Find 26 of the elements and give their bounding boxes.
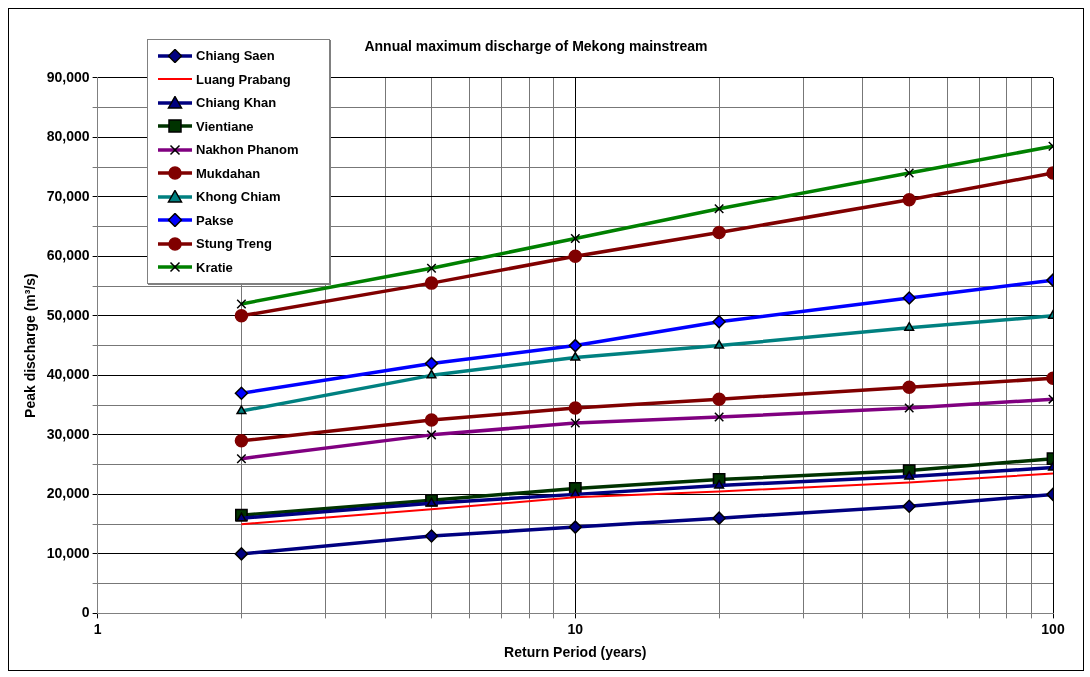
x-tick-label: 100	[1041, 620, 1065, 637]
legend-label: Luang Prabang	[196, 71, 291, 87]
y-tick-label: 10,000	[46, 544, 90, 561]
legend-label: Nakhon Phanom	[196, 142, 299, 158]
x-axis-title: Return Period (years)	[504, 644, 647, 661]
chart-title: Annual maximum discharge of Mekong mainstream	[364, 38, 708, 55]
y-tick-label: 70,000	[46, 187, 90, 204]
y-tick-label: 0	[81, 604, 90, 621]
x-tick-label: 1	[93, 620, 102, 637]
legend-label: Stung Treng	[196, 236, 272, 252]
legend-label: Vientiane	[196, 118, 254, 134]
legend-label: Chiang Saen	[196, 48, 275, 64]
y-tick-label: 40,000	[46, 366, 90, 383]
legend-label: Chiang Khan	[196, 95, 277, 111]
y-tick-label: 90,000	[46, 68, 90, 85]
y-tick-label: 30,000	[46, 425, 90, 442]
y-tick-label: 80,000	[46, 128, 90, 145]
legend-label: Khong Chiam	[196, 189, 281, 205]
y-tick-label: 50,000	[46, 306, 90, 323]
y-axis-title: Peak discharge (m³/s)	[22, 273, 39, 418]
legend-label: Mukdahan	[196, 165, 261, 181]
legend-label: Kratie	[196, 259, 233, 275]
y-tick-label: 60,000	[46, 247, 90, 264]
y-tick-label: 20,000	[46, 485, 90, 502]
x-tick-label: 10	[567, 620, 584, 637]
legend-label: Pakse	[196, 212, 234, 228]
